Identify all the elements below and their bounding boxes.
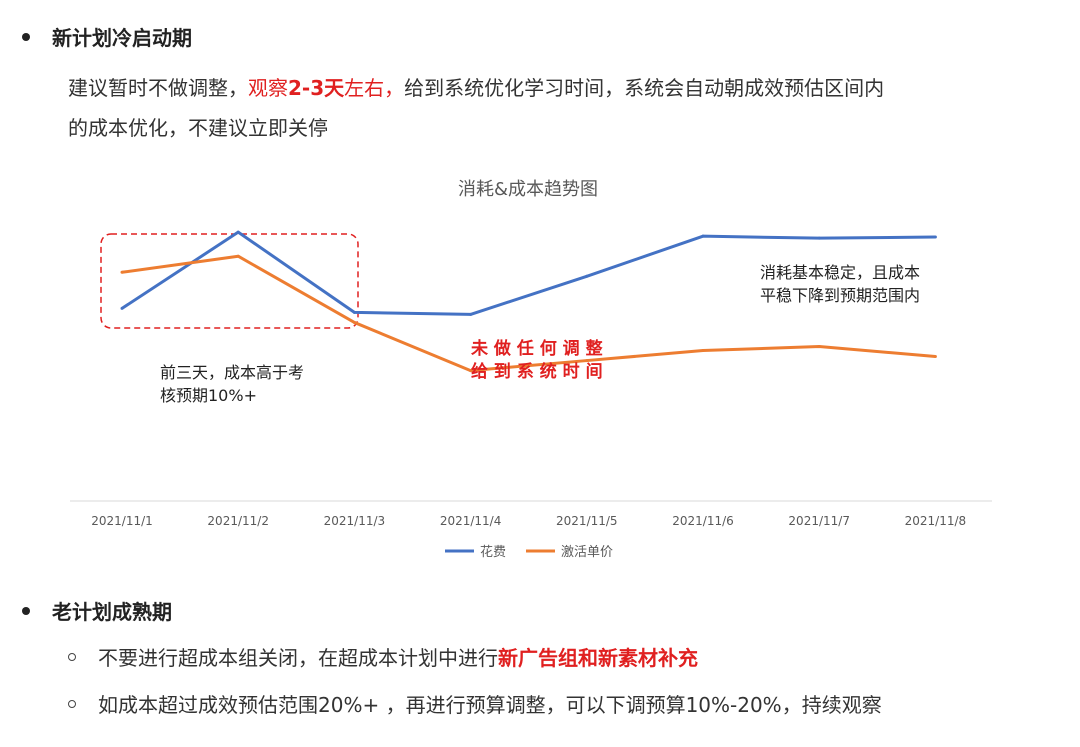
item2-text: 如成本超过成效预估范围20%+ ，再进行预算调整，可以下调预算10%-20%，持…	[98, 693, 882, 717]
annotation-right-line2: 平稳下降到预期范围内	[760, 286, 920, 305]
section1-heading: 新计划冷启动期	[52, 26, 192, 50]
legend-label-series-1: 花费	[480, 544, 506, 560]
annotation-right-line1: 消耗基本稳定，且成本	[760, 263, 920, 282]
x-tick-label: 2021/11/1	[91, 514, 153, 528]
series-2-point-3	[352, 320, 356, 324]
series-1-point-8	[933, 235, 937, 239]
section1-heading-row: 新计划冷启动期	[22, 22, 192, 51]
legend: 花费 激活单价	[445, 544, 613, 560]
x-tick-label: 2021/11/6	[672, 514, 734, 528]
annotation-left-line1: 前三天，成本高于考	[160, 363, 304, 382]
annotation-left-line2: 核预期10%+	[160, 386, 257, 405]
series-1-point-4	[469, 312, 473, 316]
series-1-point-6	[701, 234, 705, 238]
section2-item-2: 如成本超过成效预估范围20%+ ，再进行预算调整，可以下调预算10%-20%，持…	[68, 689, 882, 718]
chart-title: 消耗&成本趋势图	[458, 179, 598, 200]
paragraph-line-1: 建议暂时不做调整，观察2-3天左右，给到系统优化学习时间，系统会自动朝成效预估区…	[68, 68, 1058, 108]
section2-heading: 老计划成熟期	[52, 600, 172, 624]
item1-text: 不要进行超成本组关闭，在超成本计划中进行	[98, 646, 498, 670]
series-1-point-7	[817, 236, 821, 240]
item1-highlight: 新广告组和新素材补充	[498, 646, 698, 670]
paragraph-line-2: 的成本优化，不建议立即关停	[68, 116, 328, 140]
series-2-point-2	[236, 254, 240, 258]
series-layer	[120, 230, 937, 373]
para-text-a: 建议暂时不做调整，	[68, 76, 248, 100]
x-tick-labels: 2021/11/1 2021/11/2 2021/11/3 2021/11/4 2021…	[91, 514, 966, 528]
annotation-mid-line2: 给 到 系 统 时 间	[471, 361, 603, 382]
series-2-point-7	[817, 345, 821, 349]
para-text-d: 左右，	[344, 76, 405, 100]
section2-heading-row: 老计划成熟期	[22, 596, 172, 625]
highlight-dashed-box	[100, 233, 359, 329]
bullet-dot-icon	[22, 32, 30, 41]
series-2-point-4	[469, 369, 473, 373]
section1-paragraph: 建议暂时不做调整，观察2-3天左右，给到系统优化学习时间，系统会自动朝成效预估区…	[68, 68, 1058, 148]
annotation-mid-line1: 未 做 任 何 调 整	[470, 338, 603, 359]
series-2-point-6	[701, 349, 705, 353]
para-text-e: 给到系统优化学习时间，系统会自动朝成效预估区间内	[404, 76, 885, 100]
legend-label-series-2: 激活单价	[561, 545, 613, 560]
x-tick-label: 2021/11/5	[556, 514, 618, 528]
series-1-point-2	[236, 230, 240, 234]
bullet-dot-icon	[22, 606, 30, 615]
series-2-point-8	[933, 355, 937, 359]
para-text-c: 2-3天	[288, 76, 345, 100]
series-line-1	[121, 230, 936, 316]
series-1-point-3	[352, 310, 356, 314]
x-tick-label: 2021/11/7	[788, 514, 850, 528]
series-2-point-5	[585, 359, 589, 363]
x-tick-label: 2021/11/4	[440, 514, 502, 528]
x-tick-label: 2021/11/2	[207, 514, 269, 528]
x-tick-label: 2021/11/8	[905, 514, 967, 528]
hollow-bullet-icon	[68, 652, 76, 661]
para-text-b: 观察	[248, 76, 288, 100]
series-line-2	[121, 254, 936, 373]
x-tick-label: 2021/11/3	[324, 514, 386, 528]
hollow-bullet-icon	[68, 699, 76, 708]
series-1-point-5	[585, 274, 589, 278]
series-2-point-1	[120, 270, 124, 274]
series-1-point-1	[120, 306, 124, 310]
section2-item-1: 不要进行超成本组关闭，在超成本计划中进行 新广告组和新素材补充	[68, 642, 698, 671]
